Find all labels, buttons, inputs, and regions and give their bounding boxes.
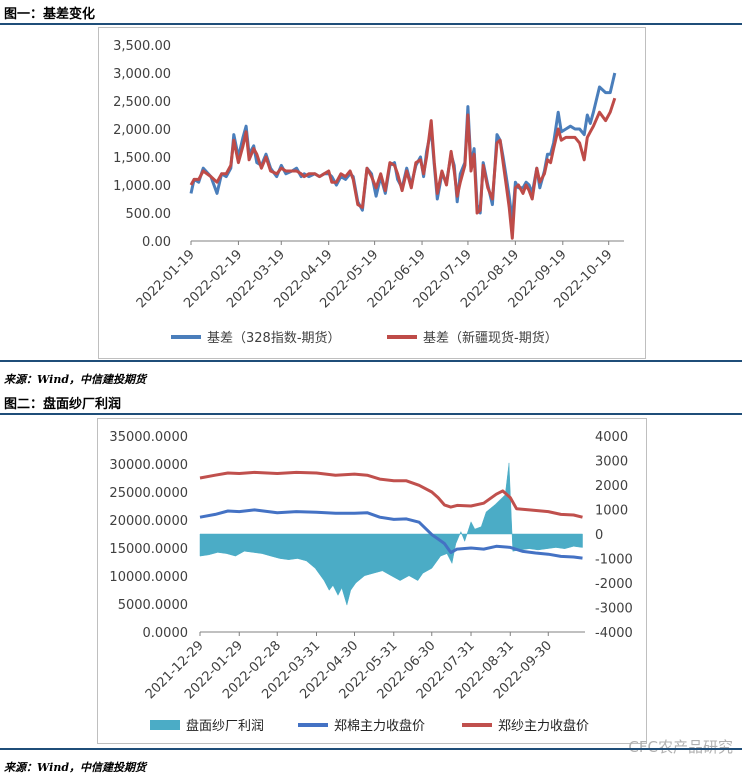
- legend-label-3: 郑纱主力收盘价: [498, 718, 589, 734]
- series-line-2: [199, 470, 583, 519]
- profit-chart-frame: 0.0000 5000.0000 10000.0000 15000.0000 20000…: [97, 418, 647, 744]
- left-y-tick-label: 5000.0000: [118, 598, 188, 613]
- left-y-tick-label: 25000.0000: [109, 486, 188, 501]
- y-tick-label: 2,000.00: [113, 123, 171, 138]
- legend-swatch-1: [150, 720, 180, 730]
- right-y-tick-label: -1000: [595, 553, 633, 568]
- figure2-source: 来源：Wind，中信建投期货: [4, 761, 147, 774]
- left-y-tick-label: 20000.0000: [109, 514, 188, 529]
- left-y-tick-label: 10000.0000: [109, 570, 188, 585]
- right-y-tick-label: -4000: [595, 626, 633, 641]
- mid-rule-2: [0, 413, 742, 415]
- basis-chart: 0.00 500.00 1,000.00 1,500.00 2,000.00 2,500.…: [113, 39, 624, 346]
- left-y-tick-label: 15000.0000: [109, 542, 188, 557]
- figure1-title: 图一：基差变化: [4, 7, 96, 22]
- y-tick-label: 0.00: [142, 235, 171, 250]
- left-y-tick-label: 0.0000: [143, 626, 189, 641]
- y-tick-label: 2,500.00: [113, 95, 171, 110]
- series-line-1: [199, 508, 583, 560]
- bottom-rule: [0, 748, 742, 750]
- legend-label-1: 盘面纱厂利润: [186, 718, 264, 734]
- series-line-1: [189, 72, 617, 223]
- basis-chart-frame: 0.00 500.00 1,000.00 1,500.00 2,000.00 2,500.…: [98, 27, 646, 359]
- right-y-tick-label: 2000: [595, 479, 628, 494]
- right-y-tick-label: 4000: [595, 430, 628, 445]
- y-tick-label: 1,500.00: [113, 151, 171, 166]
- top-rule: [0, 23, 742, 25]
- right-y-tick-label: 3000: [595, 455, 628, 470]
- left-y-tick-label: 30000.0000: [109, 458, 188, 473]
- legend-label-2: 郑棉主力收盘价: [334, 718, 425, 734]
- right-y-tick-label: 0: [595, 528, 603, 543]
- right-y-tick-label: -2000: [595, 577, 633, 592]
- legend-label-1: 基差（328指数-期货）: [207, 330, 341, 346]
- mid-rule-1: [0, 360, 742, 362]
- profit-chart: 0.00005000.000010000.000015000.000020000…: [109, 430, 633, 734]
- legend-label-2: 基差（新疆现货-期货）: [423, 330, 558, 346]
- y-tick-label: 1,000.00: [113, 179, 171, 194]
- right-y-tick-label: 1000: [595, 504, 628, 519]
- right-y-tick-label: -3000: [595, 602, 633, 617]
- series-line-2: [189, 97, 617, 240]
- y-tick-label: 500.00: [126, 207, 172, 222]
- figure1-source: 来源：Wind，中信建投期货: [4, 373, 147, 386]
- left-y-tick-label: 35000.0000: [109, 430, 188, 445]
- profit-area: [199, 462, 583, 607]
- figure2-title: 图二：盘面纱厂利润: [4, 397, 122, 412]
- y-tick-label: 3,500.00: [113, 39, 171, 54]
- y-tick-label: 3,000.00: [113, 67, 171, 82]
- watermark-text: CFC农产品研究: [628, 738, 733, 756]
